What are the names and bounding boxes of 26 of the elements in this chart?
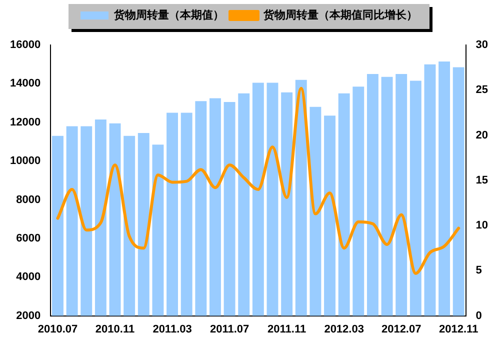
y-tick-label: 2000 xyxy=(16,310,41,322)
y-tick-label: 6000 xyxy=(16,232,41,244)
x-tick-label: 2011.07 xyxy=(210,323,250,336)
legend-label: 货物周转量（本期值） xyxy=(113,8,224,22)
x-tick-label: 2012.11 xyxy=(439,323,478,336)
y2-tick-label: 25 xyxy=(476,84,488,96)
y2-tick-label: 10 xyxy=(476,220,488,232)
y-tick-label: 8000 xyxy=(16,194,41,206)
y-tick-label: 4000 xyxy=(16,271,41,284)
x-tick-label: 2012.03 xyxy=(324,323,364,336)
x-tick-label: 2010.07 xyxy=(38,323,78,336)
line-series xyxy=(56,86,460,275)
y2-tick-label: 20 xyxy=(476,129,488,142)
x-tick-label: 2010.11 xyxy=(95,323,135,336)
y2-tick-label: 30 xyxy=(476,39,488,52)
x-tick-label: 2011.11 xyxy=(268,323,306,336)
x-tick-label: 2012.07 xyxy=(381,323,422,336)
y-tick-label: 10000 xyxy=(10,155,41,168)
y2-tick-label: 5 xyxy=(476,264,482,277)
x-tick-label: 2011.03 xyxy=(152,323,192,336)
legend-label: 货物周转量（本期值同比增长） xyxy=(262,8,418,22)
y-tick-label: 14000 xyxy=(10,78,41,90)
y-tick-label: 16000 xyxy=(10,39,41,52)
y-tick-label: 12000 xyxy=(10,116,41,128)
y2-tick-label: 15 xyxy=(476,174,488,186)
y2-tick-label: 0 xyxy=(476,310,482,322)
